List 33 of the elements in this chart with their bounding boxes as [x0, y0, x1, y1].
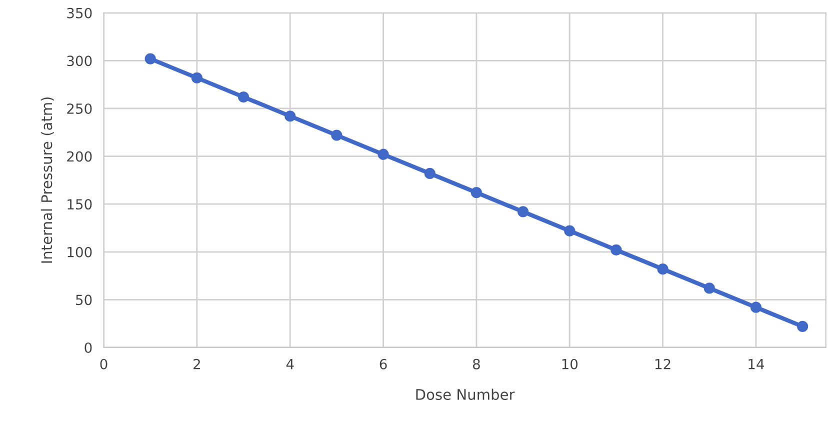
y-tick-label: 50 — [76, 294, 92, 306]
y-tick-label: 100 — [68, 246, 92, 258]
x-tick-label: 12 — [655, 358, 670, 370]
point — [704, 282, 715, 294]
x-tick-label: 6 — [380, 358, 387, 370]
point — [470, 187, 482, 198]
point — [144, 53, 156, 64]
point — [610, 244, 622, 256]
point — [191, 72, 202, 84]
x-tick-label: 8 — [472, 358, 480, 370]
x-tick-label: 2 — [194, 358, 200, 370]
x-axis-title: Dose Number — [416, 388, 515, 400]
y-tick-label: 0 — [84, 342, 92, 353]
y-tick-label: 250 — [67, 103, 92, 114]
y-tick-label: 200 — [67, 151, 92, 162]
point — [657, 264, 668, 275]
point — [424, 168, 436, 180]
x-tick-label: 0 — [100, 358, 108, 370]
point — [378, 148, 389, 160]
point — [517, 206, 529, 218]
y-tick-label: 150 — [68, 199, 92, 210]
point — [797, 320, 808, 332]
point — [564, 225, 576, 236]
y-tick-label: 350 — [67, 8, 92, 18]
y-axis-title: Internal Pressure (atm) — [40, 97, 54, 263]
x-tick-label: 10 — [562, 358, 578, 370]
point — [331, 130, 342, 141]
y-tick-label: 300 — [67, 56, 92, 66]
point — [238, 91, 250, 103]
point — [284, 110, 296, 122]
x-tick-label: 14 — [748, 359, 764, 370]
x-tick-label: 4 — [286, 359, 294, 370]
point — [750, 302, 762, 313]
